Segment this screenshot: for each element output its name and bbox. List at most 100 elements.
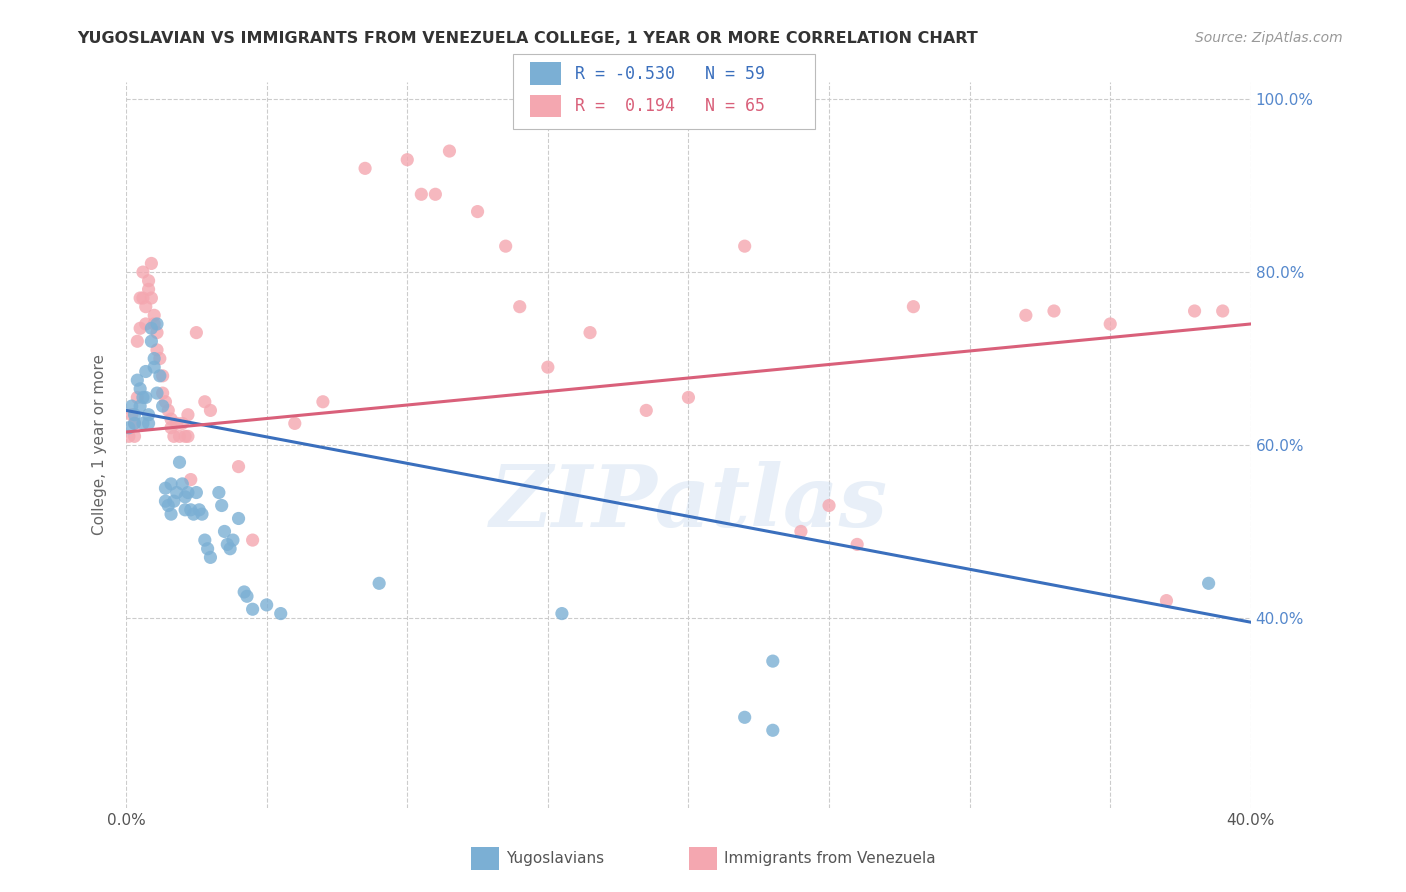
Point xyxy=(127,391,149,405)
Point xyxy=(678,391,700,405)
Text: R =  0.194   N = 65: R = 0.194 N = 65 xyxy=(575,96,765,115)
Point xyxy=(284,417,307,431)
Point xyxy=(143,360,166,375)
Point xyxy=(141,321,163,335)
Point xyxy=(172,476,194,491)
Point xyxy=(124,417,146,431)
Point xyxy=(903,300,925,314)
Point xyxy=(200,550,222,565)
Point xyxy=(236,589,259,603)
Point xyxy=(233,585,256,599)
Text: Source: ZipAtlas.com: Source: ZipAtlas.com xyxy=(1195,31,1343,45)
Point xyxy=(124,417,146,431)
Point xyxy=(228,511,250,525)
Point xyxy=(132,391,155,405)
Point xyxy=(141,291,163,305)
Point xyxy=(155,494,177,508)
Point xyxy=(149,351,172,366)
Point xyxy=(157,499,180,513)
Point xyxy=(312,394,335,409)
Point xyxy=(411,187,433,202)
Point xyxy=(425,187,447,202)
Point xyxy=(762,654,785,668)
Point xyxy=(157,403,180,417)
Point xyxy=(132,265,155,279)
Point xyxy=(256,598,278,612)
Point xyxy=(183,507,205,521)
Point xyxy=(242,602,264,616)
Point xyxy=(177,485,200,500)
Point xyxy=(180,473,202,487)
Point xyxy=(160,420,183,434)
Text: ZIPatlas: ZIPatlas xyxy=(489,461,887,545)
Point xyxy=(1015,308,1038,322)
Point xyxy=(127,334,149,349)
Point xyxy=(141,334,163,349)
Point xyxy=(270,607,292,621)
Point xyxy=(166,417,188,431)
Point xyxy=(141,256,163,270)
Point xyxy=(146,326,169,340)
Point xyxy=(166,485,188,500)
Point xyxy=(734,710,756,724)
Point xyxy=(121,399,143,413)
Point xyxy=(228,459,250,474)
Text: YUGOSLAVIAN VS IMMIGRANTS FROM VENEZUELA COLLEGE, 1 YEAR OR MORE CORRELATION CHA: YUGOSLAVIAN VS IMMIGRANTS FROM VENEZUELA… xyxy=(77,31,979,46)
Point xyxy=(197,541,219,556)
Point xyxy=(174,429,197,443)
Point xyxy=(143,317,166,331)
Point xyxy=(818,499,841,513)
Point xyxy=(368,576,391,591)
Point xyxy=(214,524,236,539)
Point xyxy=(160,412,183,426)
Point xyxy=(1198,576,1220,591)
Point xyxy=(152,368,174,383)
Point xyxy=(163,429,186,443)
Point xyxy=(467,204,489,219)
Point xyxy=(169,429,191,443)
Point xyxy=(188,503,211,517)
Point xyxy=(734,239,756,253)
Point xyxy=(1156,593,1178,607)
Point xyxy=(217,537,239,551)
Point xyxy=(509,300,531,314)
Point xyxy=(132,291,155,305)
Point xyxy=(439,144,461,158)
Point xyxy=(118,429,141,443)
Point xyxy=(143,308,166,322)
Point xyxy=(186,485,208,500)
Point xyxy=(222,533,245,547)
Point xyxy=(155,481,177,495)
Point xyxy=(124,429,146,443)
Text: Immigrants from Venezuela: Immigrants from Venezuela xyxy=(724,852,936,866)
Point xyxy=(138,282,160,296)
Y-axis label: College, 1 year or more: College, 1 year or more xyxy=(93,354,107,535)
Point xyxy=(143,351,166,366)
Point xyxy=(1212,304,1234,318)
Point xyxy=(636,403,658,417)
Point xyxy=(132,417,155,431)
Point xyxy=(146,317,169,331)
Point xyxy=(177,429,200,443)
Point xyxy=(1184,304,1206,318)
Point xyxy=(129,291,152,305)
Point xyxy=(138,408,160,422)
Point xyxy=(174,490,197,504)
Point xyxy=(495,239,517,253)
Point xyxy=(174,503,197,517)
Point xyxy=(129,399,152,413)
Point xyxy=(129,321,152,335)
Point xyxy=(200,403,222,417)
Point xyxy=(169,455,191,469)
Point xyxy=(846,537,869,551)
Point xyxy=(146,343,169,357)
Point xyxy=(762,723,785,738)
Point xyxy=(1043,304,1066,318)
Point xyxy=(354,161,377,176)
Point xyxy=(124,408,146,422)
Point xyxy=(160,507,183,521)
Point xyxy=(180,503,202,517)
Point xyxy=(537,360,560,375)
Point xyxy=(191,507,214,521)
Point xyxy=(146,386,169,401)
